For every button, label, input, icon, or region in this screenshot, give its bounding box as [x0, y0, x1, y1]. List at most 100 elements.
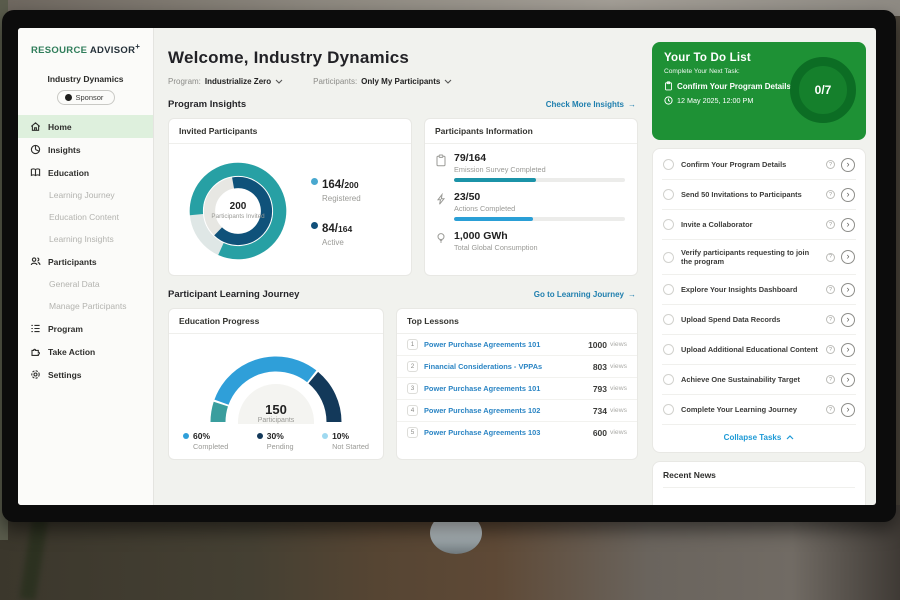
task-checkbox[interactable] [663, 374, 674, 385]
program-insights-header: Program Insights Check More Insights → [168, 99, 636, 110]
info-icon[interactable]: ? [826, 190, 835, 199]
task-checkbox[interactable] [663, 344, 674, 355]
task-row-upload-educational-content[interactable]: Upload Additional Educational Content ? … [662, 335, 856, 365]
legend-registered: 164/200 Registered [311, 175, 361, 203]
active-total: 164 [338, 224, 352, 234]
sidebar-item-program[interactable]: Program [18, 317, 153, 340]
sidebar-item-education[interactable]: Education [18, 161, 153, 184]
lesson-views: 1000 [588, 340, 607, 350]
task-checkbox[interactable] [663, 189, 674, 200]
invited-count-label: Participants Invited [209, 213, 267, 221]
insights-cards-row: Invited Participants 200 Participants [168, 118, 636, 276]
top-lessons-card: Top Lessons 1 Power Purchase Agreements … [396, 308, 638, 460]
lesson-rank: 2 [407, 361, 418, 372]
program-filter-dropdown[interactable]: Program: Industrialize Zero [168, 77, 283, 86]
lesson-link[interactable]: Power Purchase Agreements 102 [424, 406, 587, 415]
info-icon[interactable]: ? [826, 160, 835, 169]
sidebar-item-settings[interactable]: Settings [18, 363, 153, 386]
sponsor-badge[interactable]: Sponsor [57, 90, 115, 105]
not-started-label: Not Started [332, 442, 369, 451]
todo-due-label: 12 May 2025, 12:00 PM [677, 96, 753, 105]
legend-not-started: 10% Not Started [322, 431, 369, 451]
task-row-complete-learning-journey[interactable]: Complete Your Learning Journey ? › [662, 395, 856, 425]
info-icon[interactable]: ? [826, 285, 835, 294]
sidebar-item-insights[interactable]: Insights [18, 138, 153, 161]
lesson-link[interactable]: Power Purchase Agreements 101 [424, 340, 582, 349]
task-label: Explore Your Insights Dashboard [681, 285, 822, 295]
task-checkbox[interactable] [663, 252, 674, 263]
info-icon[interactable]: ? [826, 345, 835, 354]
collapse-tasks-link[interactable]: Collapse Tasks [662, 425, 856, 451]
sidebar-item-label: Home [48, 122, 72, 132]
task-checkbox[interactable] [663, 404, 674, 415]
education-legend: 60% Completed 30% Pending 10% Not Starte… [179, 431, 373, 451]
lesson-link[interactable]: Power Purchase Agreements 103 [424, 428, 587, 437]
chevron-right-icon[interactable]: › [841, 250, 855, 264]
chevron-right-icon[interactable]: › [841, 373, 855, 387]
lesson-link[interactable]: Power Purchase Agreements 101 [424, 384, 587, 393]
lesson-views: 734 [593, 406, 607, 416]
emission-survey-progress-bar [454, 178, 625, 182]
sidebar-item-home[interactable]: Home [18, 115, 153, 138]
active-value: 84/ [322, 223, 338, 235]
check-more-insights-link[interactable]: Check More Insights → [546, 100, 636, 109]
card-title: Top Lessons [397, 309, 637, 334]
chevron-down-icon [444, 79, 452, 84]
sidebar-item-participants[interactable]: Participants [18, 250, 153, 273]
lesson-rank: 1 [407, 339, 418, 350]
task-row-verify-participants[interactable]: Verify participants requesting to join t… [662, 240, 856, 275]
task-label: Send 50 Invitations to Participants [681, 190, 822, 200]
task-checkbox[interactable] [663, 219, 674, 230]
todo-tasks-card: Confirm Your Program Details ? › Send 50… [652, 148, 866, 453]
not-started-dot-icon [322, 433, 328, 439]
task-checkbox[interactable] [663, 314, 674, 325]
sidebar-item-general-data[interactable]: General Data [18, 273, 153, 295]
go-to-learning-journey-link[interactable]: Go to Learning Journey → [534, 290, 636, 299]
task-label: Upload Spend Data Records [681, 315, 822, 325]
chevron-right-icon[interactable]: › [841, 218, 855, 232]
task-label: Confirm Your Program Details [681, 160, 822, 170]
recent-news-title: Recent News [663, 470, 855, 488]
metric-global-consumption: 1,000 GWh Total Global Consumption [435, 230, 625, 252]
task-row-achieve-target[interactable]: Achieve One Sustainability Target ? › [662, 365, 856, 395]
logo-advisor: ADVISOR [90, 45, 135, 56]
task-row-explore-insights[interactable]: Explore Your Insights Dashboard ? › [662, 275, 856, 305]
learning-journey-header: Participant Learning Journey Go to Learn… [168, 289, 636, 300]
chevron-right-icon[interactable]: › [841, 343, 855, 357]
task-row-invite-collaborator[interactable]: Invite a Collaborator ? › [662, 210, 856, 240]
link-label: Check More Insights [546, 100, 624, 109]
task-label: Verify participants requesting to join t… [681, 248, 822, 267]
todo-panel: Your To Do List Complete Your Next Task:… [648, 28, 876, 505]
invited-participants-body: 200 Participants Invited 164/200 Registe… [169, 144, 411, 276]
chevron-right-icon[interactable]: › [841, 403, 855, 417]
legend-pending: 30% Pending [257, 431, 294, 451]
lesson-rank: 3 [407, 383, 418, 394]
info-icon[interactable]: ? [826, 220, 835, 229]
registered-value: 164/ [322, 179, 344, 191]
sidebar-item-manage-participants[interactable]: Manage Participants [18, 295, 153, 317]
chevron-right-icon[interactable]: › [841, 188, 855, 202]
chevron-right-icon[interactable]: › [841, 283, 855, 297]
task-checkbox[interactable] [663, 284, 674, 295]
chevron-right-icon[interactable]: › [841, 158, 855, 172]
lesson-row: 4 Power Purchase Agreements 102 734 view… [397, 400, 637, 422]
invited-participants-card: Invited Participants 200 Participants [168, 118, 412, 276]
chevron-right-icon[interactable]: › [841, 313, 855, 327]
info-icon[interactable]: ? [826, 375, 835, 384]
task-row-send-invitations[interactable]: Send 50 Invitations to Participants ? › [662, 180, 856, 210]
info-icon[interactable]: ? [826, 405, 835, 414]
completed-label: Completed [193, 442, 228, 451]
info-icon[interactable]: ? [826, 253, 835, 262]
task-row-confirm-program[interactable]: Confirm Your Program Details ? › [662, 150, 856, 180]
sidebar-item-education-content[interactable]: Education Content [18, 206, 153, 228]
sidebar-item-learning-journey[interactable]: Learning Journey [18, 184, 153, 206]
lesson-row: 5 Power Purchase Agreements 103 600 view… [397, 422, 637, 443]
sidebar-item-take-action[interactable]: Take Action [18, 340, 153, 363]
participants-filter-dropdown[interactable]: Participants: Only My Participants [313, 77, 452, 86]
lesson-link[interactable]: Financial Considerations - VPPAs [424, 362, 587, 371]
sidebar-item-learning-insights[interactable]: Learning Insights [18, 228, 153, 250]
info-icon[interactable]: ? [826, 315, 835, 324]
task-checkbox[interactable] [663, 159, 674, 170]
metric-value: 1,000 GWh [454, 230, 625, 242]
task-row-upload-spend-data[interactable]: Upload Spend Data Records ? › [662, 305, 856, 335]
